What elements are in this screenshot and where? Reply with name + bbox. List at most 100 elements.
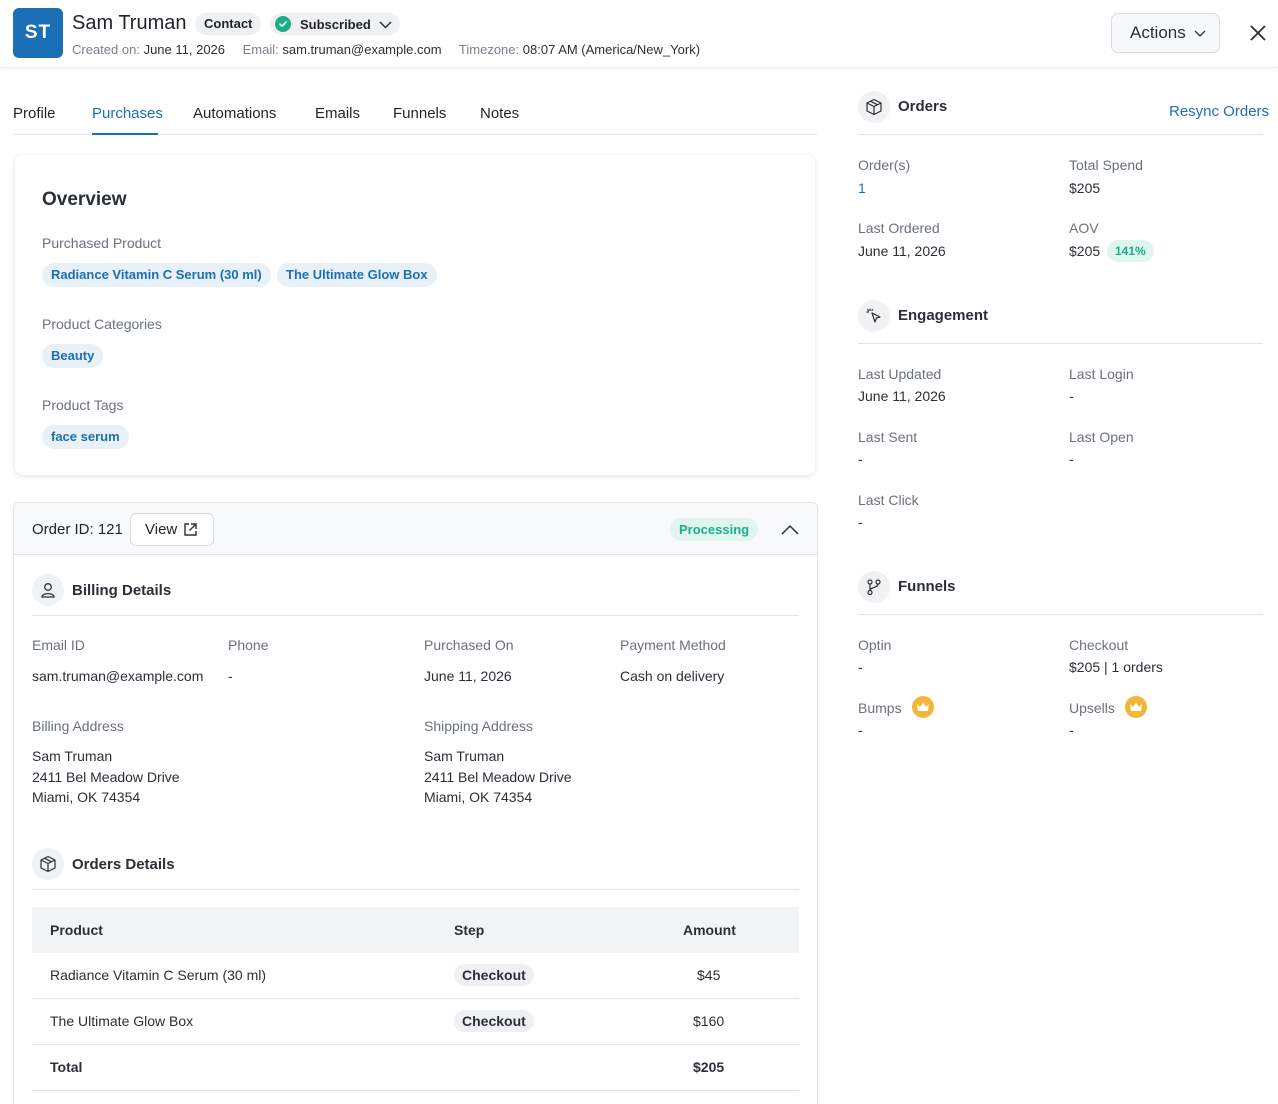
step-chip: Checkout xyxy=(454,1010,534,1032)
table-row: Radiance Vitamin C Serum (30 ml) Checkou… xyxy=(32,953,799,999)
orders-table-header: Product Step Amount xyxy=(32,907,799,953)
verified-check-icon xyxy=(275,16,291,32)
box-icon xyxy=(32,848,64,880)
last-login-value: - xyxy=(1069,388,1074,404)
phone-value: - xyxy=(228,668,233,684)
purchased-product-label: Purchased Product xyxy=(42,235,162,251)
contact-meta: Created on: June 11, 2026 Email: sam.tru… xyxy=(72,42,700,57)
billing-details-header: Billing Details xyxy=(32,574,799,616)
contact-type-badge: Contact xyxy=(195,13,262,35)
close-icon[interactable] xyxy=(1247,22,1269,44)
table-total-row: Total $205 xyxy=(32,1045,799,1091)
crown-icon xyxy=(1125,696,1147,718)
order-header[interactable]: Order ID: 121 View Processing xyxy=(14,503,817,555)
total-value: $205 xyxy=(693,1059,725,1075)
tab-funnels[interactable]: Funnels xyxy=(393,105,447,122)
tab-notes[interactable]: Notes xyxy=(480,105,520,122)
last-open-label: Last Open xyxy=(1069,429,1134,445)
timezone-label: Timezone: xyxy=(458,42,520,57)
checkout-label: Checkout xyxy=(1069,637,1129,653)
orders-details-title: Orders Details xyxy=(72,856,175,873)
payment-method-value: Cash on delivery xyxy=(620,668,725,684)
actions-label: Actions xyxy=(1130,23,1186,42)
tab-emails[interactable]: Emails xyxy=(315,105,361,122)
billing-address-line: Miami, OK 74354 xyxy=(32,789,141,805)
amount-cell: $45 xyxy=(697,967,721,983)
aov-label: AOV xyxy=(1069,220,1099,236)
purchased-on-label: Purchased On xyxy=(424,637,514,653)
funnels-section-title: Funnels xyxy=(898,578,956,595)
checkout-value: $205 | 1 orders xyxy=(1069,659,1163,675)
orders-count-value[interactable]: 1 xyxy=(858,180,866,196)
actions-button[interactable]: Actions xyxy=(1111,13,1220,53)
last-sent-label: Last Sent xyxy=(858,429,918,445)
funnels-section-header: Funnels xyxy=(858,571,1263,615)
email-id-label: Email ID xyxy=(32,637,85,653)
billing-address-line: 2411 Bel Meadow Drive xyxy=(32,769,180,785)
bumps-value: - xyxy=(858,722,863,738)
aov-badge: 141% xyxy=(1107,240,1154,262)
tab-profile[interactable]: Profile xyxy=(13,105,56,122)
tab-bar: Profile Purchases Automations Emails Fun… xyxy=(13,98,818,135)
resync-orders-link[interactable]: Resync Orders xyxy=(1169,103,1270,120)
category-chip[interactable]: Beauty xyxy=(42,344,104,368)
git-branch-icon xyxy=(858,571,890,603)
orders-section-title: Orders xyxy=(898,98,948,115)
step-chip: Checkout xyxy=(454,964,534,986)
chevron-down-icon xyxy=(1194,23,1206,43)
tag-chip[interactable]: face serum xyxy=(42,425,129,449)
avatar: ST xyxy=(13,8,63,58)
product-cell: Radiance Vitamin C Serum (30 ml) xyxy=(50,967,267,983)
email-label: Email: xyxy=(242,42,279,57)
product-chip[interactable]: Radiance Vitamin C Serum (30 ml) xyxy=(42,263,271,287)
billing-details-title: Billing Details xyxy=(72,582,172,599)
orders-details-header: Orders Details xyxy=(32,848,799,890)
aov-value: $205 xyxy=(1069,243,1101,259)
last-login-label: Last Login xyxy=(1069,366,1134,382)
engagement-section-header: Engagement xyxy=(858,300,1263,344)
amount-cell: $160 xyxy=(693,1013,725,1029)
optin-label: Optin xyxy=(858,637,892,653)
tab-automations[interactable]: Automations xyxy=(193,105,277,122)
timezone-value: 08:07 AM (America/New_York) xyxy=(522,42,701,57)
last-open-value: - xyxy=(1069,451,1074,467)
payment-method-label: Payment Method xyxy=(620,637,726,653)
active-tab-indicator xyxy=(92,133,158,135)
contact-header: ST Sam Truman Contact Subscribed Created… xyxy=(0,0,1278,68)
view-order-button[interactable]: View xyxy=(130,513,214,546)
subscription-status-label: Subscribed xyxy=(300,16,371,32)
column-header-amount: Amount xyxy=(683,922,736,938)
view-label: View xyxy=(145,521,178,538)
product-cell: The Ultimate Glow Box xyxy=(50,1013,194,1029)
last-ordered-value: June 11, 2026 xyxy=(858,243,946,259)
tab-purchases[interactable]: Purchases xyxy=(92,105,163,122)
crown-icon xyxy=(912,696,934,718)
upsells-label: Upsells xyxy=(1069,700,1115,716)
product-categories-label: Product Categories xyxy=(42,316,162,332)
overview-title: Overview xyxy=(42,189,127,210)
total-label: Total xyxy=(50,1059,83,1075)
subscription-status-dropdown[interactable]: Subscribed xyxy=(270,13,400,35)
bumps-label: Bumps xyxy=(858,700,902,716)
optin-value: - xyxy=(858,659,863,675)
cursor-click-icon xyxy=(858,300,890,332)
total-spend-label: Total Spend xyxy=(1069,157,1143,173)
table-row: The Ultimate Glow Box Checkout $160 xyxy=(32,999,799,1045)
purchased-on-value: June 11, 2026 xyxy=(424,668,512,684)
user-icon xyxy=(32,574,64,606)
upsells-value: - xyxy=(1069,722,1074,738)
chevron-up-icon[interactable] xyxy=(781,522,799,538)
product-tags-label: Product Tags xyxy=(42,397,124,413)
orders-count-label: Order(s) xyxy=(858,157,911,173)
orders-section-header: Orders xyxy=(858,91,1263,135)
order-status-badge: Processing xyxy=(670,518,759,541)
engagement-section-title: Engagement xyxy=(898,307,989,324)
shipping-address-line: Sam Truman xyxy=(424,748,505,764)
email-value: sam.truman@example.com xyxy=(282,42,442,57)
billing-address-label: Billing Address xyxy=(32,718,124,734)
contact-name: Sam Truman xyxy=(72,12,187,34)
product-chip[interactable]: The Ultimate Glow Box xyxy=(277,263,437,287)
box-icon xyxy=(858,91,890,123)
last-click-label: Last Click xyxy=(858,492,919,508)
phone-label: Phone xyxy=(228,637,269,653)
